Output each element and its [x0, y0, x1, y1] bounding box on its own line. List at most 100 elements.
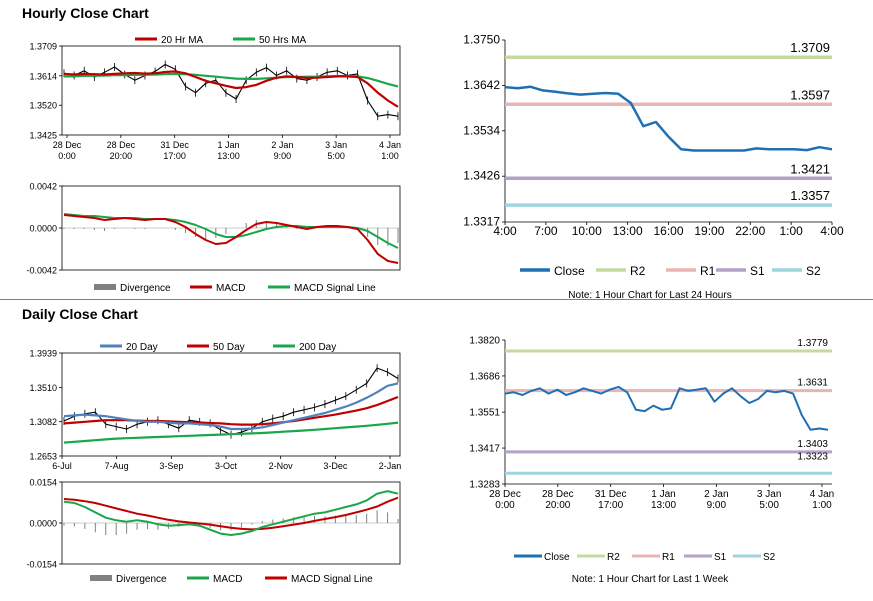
hourly-price-xtick-label: 5:00 [327, 151, 345, 161]
daily-price-xtick-label: 6-Jul [52, 461, 72, 471]
daily-levels-xtick-label: 5:00 [759, 500, 779, 511]
hourly-price-xtick-label: 1:00 [381, 151, 399, 161]
hourly-levels-note: Note: 1 Hour Chart for Last 24 Hours [568, 290, 732, 301]
hourly-price-ytick-label: 1.3709 [29, 42, 57, 52]
daily-levels-ytick-label: 1.3417 [469, 444, 500, 455]
hourly-price-ytick-label: 1.3425 [29, 131, 57, 141]
legend-daily-s1-label: S1 [714, 552, 727, 563]
daily-levels-ytick-label: 1.3820 [469, 336, 500, 347]
daily-levels-xtick-label: 31 Dec [595, 489, 627, 500]
hourly-levels-xtick-label: 16:00 [653, 224, 683, 238]
daily-level-r1-label: 1.3631 [797, 378, 828, 389]
hourly-price-xtick-label: 17:00 [163, 151, 186, 161]
daily-macd-ytick-label: -0.0154 [26, 560, 57, 570]
daily-price-ytick-label: 1.2653 [29, 452, 57, 462]
daily-price-ytick-label: 1.3510 [29, 383, 57, 393]
hourly-20hr-ma-line [63, 70, 399, 108]
hourly-macd-ytick-label: 0.0000 [29, 224, 57, 234]
hourly-price-frame [61, 45, 401, 136]
daily-levels-ytick-label: 1.3686 [469, 371, 500, 382]
daily-level-r2-label: 1.3779 [797, 338, 828, 349]
legend-20-day-label: 20 Day [126, 342, 158, 353]
legend-hourly-r2-label: R2 [630, 264, 646, 278]
hourly-price-xtick-label: 31 Dec [160, 140, 189, 150]
hourly-levels-ytick-label: 1.3642 [463, 78, 500, 92]
legend-hourly-macd-label: MACD [216, 283, 245, 294]
daily-levels-xtick-label: 0:00 [495, 500, 515, 511]
hourly-levels-ytick-label: 1.3317 [463, 215, 500, 229]
hourly-price-xtick-label: 3 Jan [325, 140, 347, 150]
daily-levels-note: Note: 1 Hour Chart for Last 1 Week [571, 574, 729, 585]
legend-50-day-label: 50 Day [213, 342, 245, 353]
daily-levels-xtick-label: 9:00 [707, 500, 727, 511]
hourly-levels-xtick-label: 19:00 [694, 224, 724, 238]
hourly-price-xtick-label: 20:00 [110, 151, 133, 161]
daily-levels-xtick-label: 28 Dec [542, 489, 574, 500]
legend-daily-s2-label: S2 [763, 552, 776, 563]
hourly-price-xtick-label: 4 Jan [379, 140, 401, 150]
hourly-levels-xtick-label: 10:00 [572, 224, 602, 238]
legend-50hrs-ma-label: 50 Hrs MA [259, 35, 307, 46]
legend-hourly-divergence-label: Divergence [120, 283, 171, 294]
legend-daily-macd-label: MACD [213, 574, 242, 585]
legend-daily-divergence-swatch [90, 575, 112, 581]
daily-price-ytick-label: 1.3082 [29, 417, 57, 427]
legend-daily-r1-label: R1 [662, 552, 675, 563]
hourly-price-xtick-label: 28 Dec [53, 140, 82, 150]
hourly-macd-ytick-label: 0.0042 [29, 182, 57, 192]
hourly-price-ytick-label: 1.3614 [29, 71, 57, 81]
daily-levels-close-line [504, 385, 829, 431]
hourly-levels-ytick-label: 1.3534 [463, 123, 500, 137]
legend-hourly-close-label: Close [554, 264, 585, 278]
hourly-macd-line [63, 214, 399, 264]
legend-20hr-ma-label: 20 Hr MA [161, 35, 204, 46]
daily-levels-xtick-label: 13:00 [651, 500, 676, 511]
daily-macd-ytick-label: 0.0000 [29, 519, 57, 529]
legend-daily-divergence-label: Divergence [116, 574, 167, 585]
daily-levels-ytick-label: 1.3551 [469, 408, 500, 419]
legend-daily-close-label: Close [544, 552, 570, 563]
daily-200-day-line [63, 421, 399, 444]
hourly-levels-ytick-label: 1.3426 [463, 169, 500, 183]
hourly-levels-xtick-label: 4:00 [493, 224, 517, 238]
daily-levels-xtick-label: 20:00 [545, 500, 570, 511]
daily-levels-ytick-label: 1.3283 [469, 480, 500, 491]
legend-hourly-s2-label: S2 [806, 264, 821, 278]
hourly-price-xtick-label: 1 Jan [217, 140, 239, 150]
daily-price-xtick-label: 7-Aug [105, 461, 129, 471]
hourly-price-xtick-label: 2 Jan [271, 140, 293, 150]
legend-daily-signal-label: MACD Signal Line [291, 574, 373, 585]
hourly-level-r1-label: 1.3597 [790, 87, 830, 102]
hourly-price-xtick-label: 9:00 [274, 151, 292, 161]
hourly-levels-xtick-label: 13:00 [613, 224, 643, 238]
daily-level-s1-label: 1.3403 [797, 439, 828, 450]
hourly-levels-close-line [504, 85, 833, 152]
daily-levels-xtick-label: 1:00 [812, 500, 832, 511]
daily-level-s2-label: 1.3323 [797, 451, 828, 462]
daily-price-xtick-label: 3-Oct [215, 461, 238, 471]
section-divider [0, 299, 873, 300]
daily-macd-line [63, 490, 399, 536]
hourly-levels-xtick-label: 7:00 [534, 224, 558, 238]
hourly-price-ytick-label: 1.3520 [29, 101, 57, 111]
daily-section-title: Daily Close Chart [22, 306, 138, 322]
hourly-levels-xtick-label: 4:00 [820, 224, 844, 238]
hourly-price-xtick-label: 28 Dec [107, 140, 136, 150]
hourly-levels-xtick-label: 22:00 [735, 224, 765, 238]
daily-price-xtick-label: 3-Dec [323, 461, 348, 471]
hourly-levels-ytick-label: 1.3750 [463, 33, 500, 47]
daily-price-frame [61, 352, 401, 457]
legend-hourly-s1-label: S1 [750, 264, 765, 278]
legend-hourly-r1-label: R1 [700, 264, 716, 278]
daily-signal-line [63, 496, 399, 531]
daily-levels-xtick-label: 17:00 [598, 500, 623, 511]
legend-200-day-label: 200 Day [299, 342, 336, 353]
daily-levels-xtick-label: 4 Jan [810, 489, 834, 500]
daily-price-xtick-label: 2-Nov [269, 461, 294, 471]
hourly-level-s2-label: 1.3357 [790, 188, 830, 203]
daily-macd-ytick-label: 0.0154 [29, 478, 57, 488]
hourly-macd-ytick-label: -0.0042 [26, 266, 57, 276]
hourly-level-r2-label: 1.3709 [790, 40, 830, 55]
hourly-close-line [63, 63, 399, 117]
